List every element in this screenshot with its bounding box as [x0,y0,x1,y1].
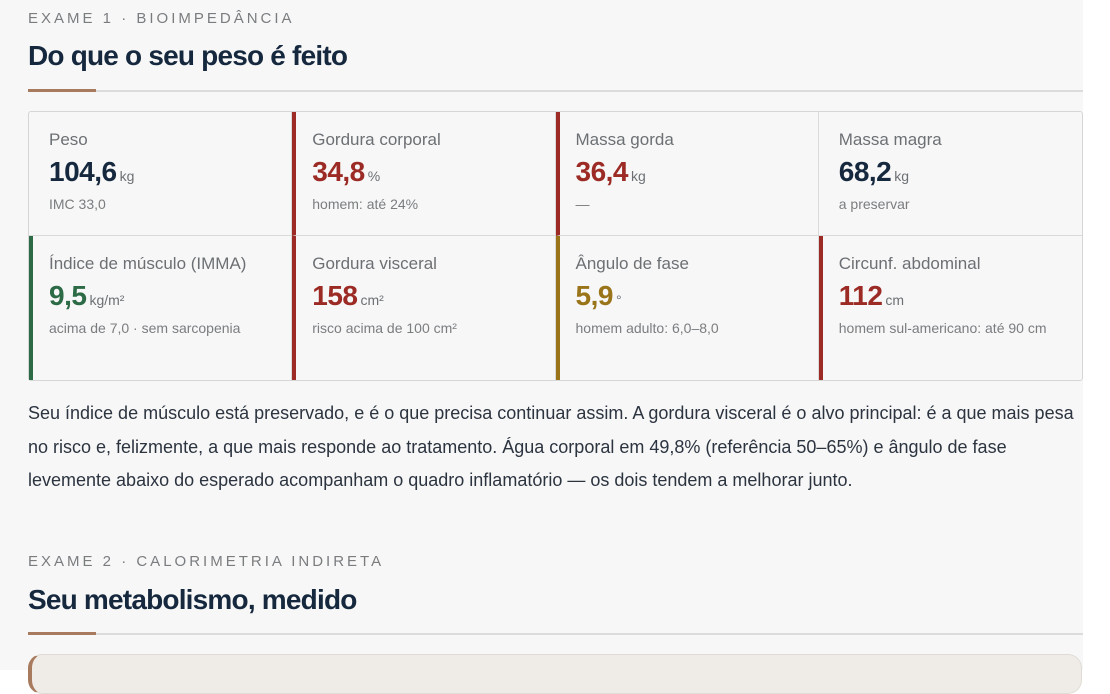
metric-value: 104,6 [49,156,117,187]
exam2-eyebrow: EXAME 2 · CALORIMETRIA INDIRETA [28,553,385,570]
metric-value: 158 [312,280,358,311]
divider-accent [28,632,96,635]
metric-unit: cm² [360,292,384,308]
metric-card-gordura-visceral: Gordura visceral 158 cm² risco acima de 1… [292,236,556,380]
metric-label: Peso [49,130,88,149]
metric-value: 9,5 [49,280,87,311]
metric-label: Circunf. abdominal [838,254,981,273]
exam1-title: Do que o seu peso é feito [28,40,348,71]
exam1-divider [28,89,1083,92]
metric-card-massa-gorda: Massa gorda 36,4 kg — [555,112,819,236]
metric-unit: % [367,168,381,184]
metric-value: 68,2 [838,156,892,187]
metric-card-angulo-de-fase: Ângulo de fase 5,9 ° homem adulto: 6,0–8,… [555,236,819,380]
metric-value: 5,9 [575,280,614,311]
metric-unit: kg/m² [89,292,125,308]
metric-note: homem sul-americano: até 90 cm [838,320,1047,336]
metric-note: homem adulto: 6,0–8,0 [575,320,719,336]
metric-note: a preservar [838,196,910,212]
metric-unit: cm [885,292,905,308]
metric-label: Ângulo de fase [575,254,689,273]
metric-label: Índice de músculo (IMMA) [49,254,247,273]
metrics-grid: Peso 104,6 kg IMC 33,0 Gordura corporal 3… [28,111,1083,381]
metric-value: 34,8 [312,156,365,187]
metric-note: acima de 7,0 · sem sarcopenia [49,320,241,336]
metric-label: Gordura visceral [312,254,437,273]
metric-unit: kg [631,168,646,184]
metric-unit: kg [119,168,135,184]
metric-note: IMC 33,0 [49,196,106,212]
metric-label: Massa magra [838,130,942,149]
metric-card-imma: Índice de músculo (IMMA) 9,5 kg/m² acima … [29,236,293,380]
metric-card-massa-magra: Massa magra 68,2 kg a preservar [818,112,1082,236]
metric-unit: ° [615,292,622,308]
metric-card-gordura-corporal: Gordura corporal 34,8% homem: até 24% [292,112,556,236]
metric-value: 36,4 [575,156,629,187]
metric-label: Gordura corporal [312,130,441,149]
metric-card-circunf-abdominal: Circunf. abdominal 112 cm homem sul-ameri… [818,236,1082,380]
metric-note: risco acima de 100 cm² [312,320,457,336]
metric-card-peso: Peso 104,6 kg IMC 33,0 [29,112,293,236]
page: EXAME 1 · BIOIMPEDÂNCIA Do que o seu pes… [28,10,1083,694]
exam2-divider [28,632,1083,635]
divider-accent [28,89,96,92]
exam1-eyebrow: EXAME 1 · BIOIMPEDÂNCIA [28,10,295,27]
metric-value: 112 [838,280,883,311]
exam2-title: Seu metabolismo, medido [28,584,357,615]
metric-note: homem: até 24% [312,196,419,212]
exam1-summary-paragraph: Seu índice de músculo está preservado, e… [28,403,1074,490]
metric-unit: kg [894,168,910,184]
metric-label: Massa gorda [575,130,674,149]
exam2-card [28,654,1082,694]
metric-note: — [575,196,590,212]
